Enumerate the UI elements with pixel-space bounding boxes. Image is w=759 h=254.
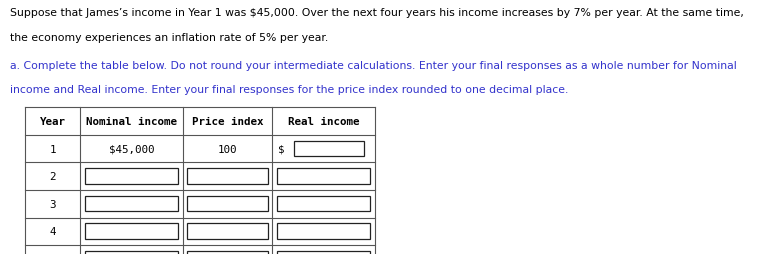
Bar [85, 196, 178, 211]
Bar [85, 251, 178, 254]
Text: 2: 2 [49, 171, 56, 182]
Text: 4: 4 [49, 226, 56, 236]
Bar [187, 169, 268, 184]
Text: a. Complete the table below. Do not round your intermediate calculations. Enter : a. Complete the table below. Do not roun… [10, 61, 737, 71]
Text: 1: 1 [49, 144, 56, 154]
Text: Price index: Price index [192, 117, 263, 127]
Text: 100: 100 [218, 144, 238, 154]
Text: $: $ [278, 144, 285, 154]
Bar [277, 224, 370, 239]
Text: $45,000: $45,000 [109, 144, 154, 154]
Bar [85, 224, 178, 239]
Bar [187, 224, 268, 239]
Bar [277, 196, 370, 211]
Text: Suppose that James’s income in Year 1 was $45,000. Over the next four years his : Suppose that James’s income in Year 1 wa… [10, 8, 744, 18]
Bar [277, 169, 370, 184]
Bar [294, 141, 364, 156]
Bar [85, 169, 178, 184]
Bar [277, 251, 370, 254]
Text: income and Real income. Enter your final responses for the price index rounded t: income and Real income. Enter your final… [10, 85, 568, 95]
Text: Year: Year [39, 117, 66, 127]
Text: Nominal income: Nominal income [87, 117, 177, 127]
Text: 3: 3 [49, 199, 56, 209]
Text: the economy experiences an inflation rate of 5% per year.: the economy experiences an inflation rat… [10, 33, 328, 43]
Text: Real income: Real income [288, 117, 360, 127]
Bar [187, 196, 268, 211]
Bar [187, 251, 268, 254]
